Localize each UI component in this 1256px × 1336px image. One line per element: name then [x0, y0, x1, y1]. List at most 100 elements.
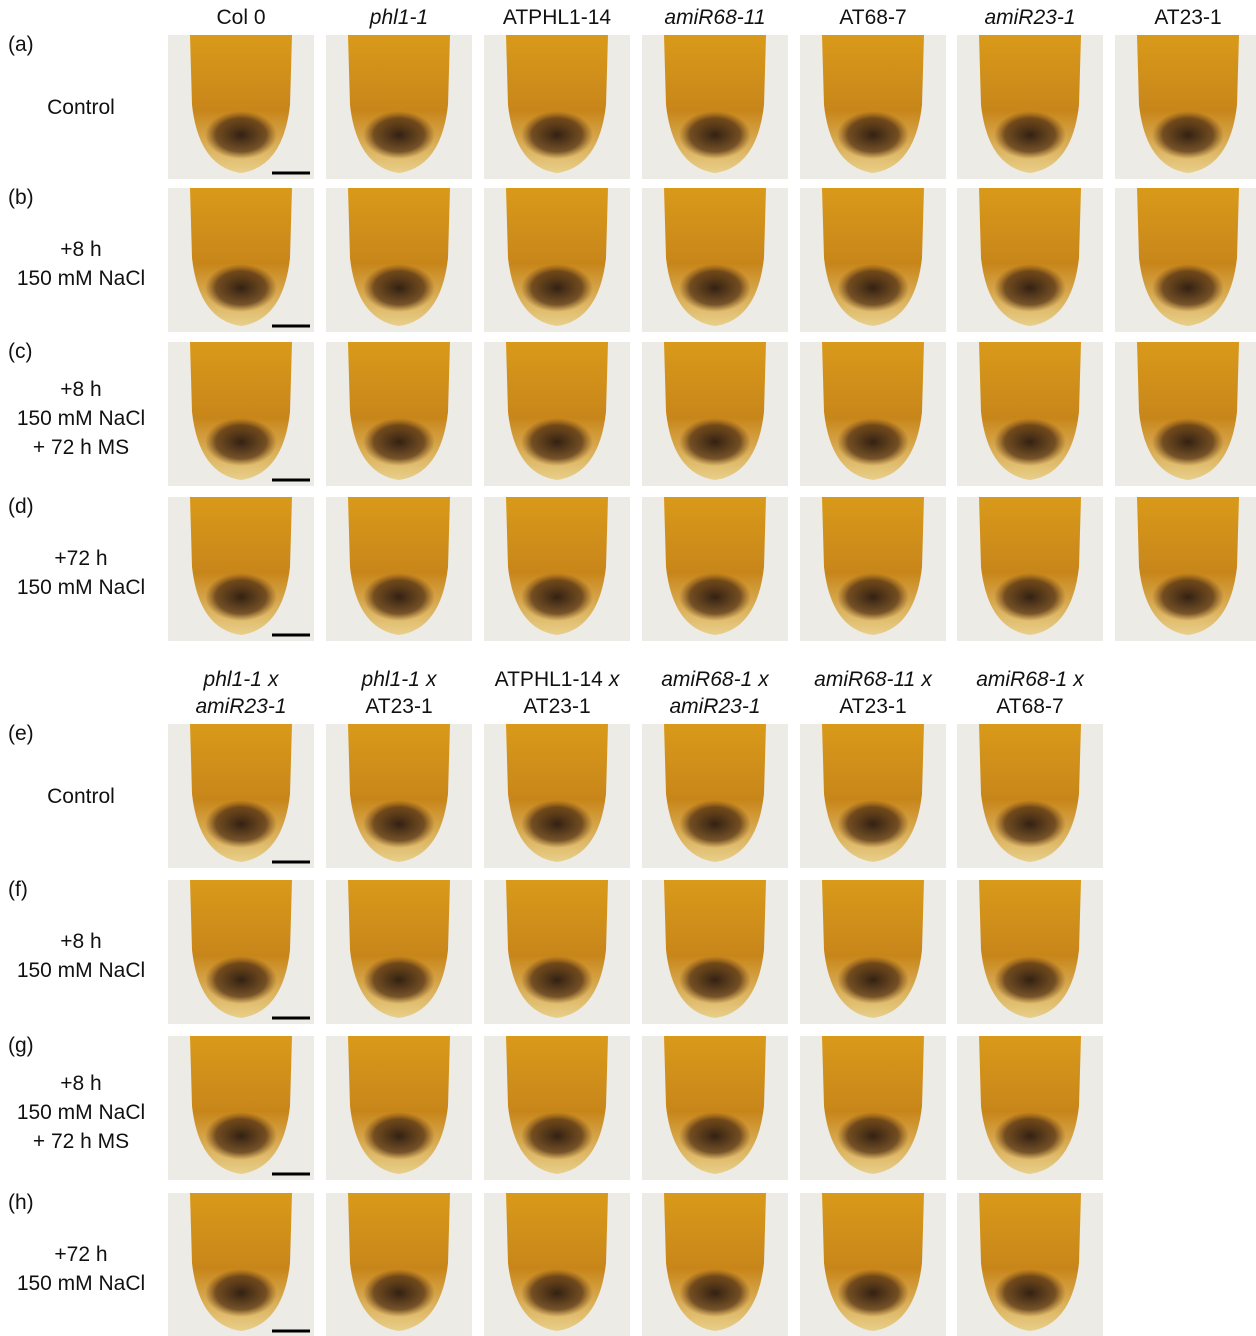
- row-label: (a): [8, 33, 34, 57]
- condition-line: +72 h: [0, 544, 162, 573]
- micrograph: [800, 342, 946, 486]
- micrograph: [800, 35, 946, 179]
- header-line: ATPHL1-14: [477, 4, 637, 31]
- condition-line: 150 mM NaCl: [0, 264, 162, 293]
- micrograph: [800, 1036, 946, 1180]
- micrograph: [1115, 497, 1256, 641]
- column-header: amiR68-1 x AT68-7: [950, 666, 1110, 720]
- condition-line: Control: [0, 782, 162, 811]
- micrograph: [326, 188, 472, 332]
- header-line: AT23-1: [477, 693, 637, 720]
- header-text: ATPHL1-14: [503, 6, 611, 29]
- header-text: AT23-1: [365, 695, 432, 718]
- column-header: phl1-1: [319, 4, 479, 31]
- micrograph: [326, 880, 472, 1024]
- header-text: Col 0: [216, 6, 265, 29]
- micrograph: [168, 188, 314, 332]
- header-text: x: [758, 668, 769, 691]
- header-text: AT23-1: [1154, 6, 1221, 29]
- row-label: (g): [8, 1034, 34, 1058]
- micrograph: [642, 880, 788, 1024]
- header-text: AT23-1: [523, 695, 590, 718]
- row-label: (h): [8, 1191, 34, 1215]
- condition-line: +8 h: [0, 235, 162, 264]
- micrograph: [800, 724, 946, 868]
- micrograph: [168, 342, 314, 486]
- condition-line: 150 mM NaCl: [0, 404, 162, 433]
- header-line: AT23-1: [319, 693, 479, 720]
- column-header: amiR23-1: [950, 4, 1110, 31]
- micrograph: [168, 724, 314, 868]
- micrograph: [957, 1193, 1103, 1336]
- micrograph: [168, 1036, 314, 1180]
- micrograph: [957, 342, 1103, 486]
- header-line: phl1-1: [319, 4, 479, 31]
- micrograph: [326, 1036, 472, 1180]
- header-text: AT68-7: [839, 6, 906, 29]
- row-condition: Control: [0, 93, 162, 122]
- micrograph: [957, 1036, 1103, 1180]
- micrograph: [642, 342, 788, 486]
- micrograph: [957, 724, 1103, 868]
- micrograph: [642, 1036, 788, 1180]
- micrograph: [326, 724, 472, 868]
- micrograph: [484, 342, 630, 486]
- micrograph: [800, 880, 946, 1024]
- header-line: Col 0: [161, 4, 321, 31]
- condition-line: + 72 h MS: [0, 433, 162, 462]
- condition-line: 150 mM NaCl: [0, 956, 162, 985]
- row-label: (b): [8, 186, 34, 210]
- condition-line: 150 mM NaCl: [0, 573, 162, 602]
- micrograph: [800, 497, 946, 641]
- condition-line: + 72 h MS: [0, 1127, 162, 1156]
- header-line: amiR23-1: [950, 4, 1110, 31]
- micrograph: [168, 1193, 314, 1336]
- condition-line: +72 h: [0, 1240, 162, 1269]
- condition-line: Control: [0, 93, 162, 122]
- micrograph: [1115, 35, 1256, 179]
- micrograph: [1115, 342, 1256, 486]
- micrograph: [484, 1036, 630, 1180]
- header-text: amiR23-1: [195, 695, 286, 718]
- header-text: x: [921, 668, 932, 691]
- micrograph: [326, 35, 472, 179]
- header-text: amiR23-1: [669, 695, 760, 718]
- micrograph: [957, 497, 1103, 641]
- header-line: AT23-1: [1108, 4, 1256, 31]
- row-label: (e): [8, 722, 34, 746]
- micrograph: [168, 35, 314, 179]
- figure: Col 0phl1-1ATPHL1-14amiR68-11AT68-7amiR2…: [0, 0, 1256, 1336]
- micrograph: [642, 724, 788, 868]
- header-text: ATPHL1-14: [495, 668, 603, 691]
- header-text: x: [1073, 668, 1084, 691]
- micrograph: [484, 35, 630, 179]
- micrograph: [1115, 188, 1256, 332]
- micrograph: [484, 724, 630, 868]
- header-line: amiR23-1: [635, 693, 795, 720]
- header-text: AT68-7: [996, 695, 1063, 718]
- micrograph: [168, 880, 314, 1024]
- micrograph: [642, 1193, 788, 1336]
- header-text: phl1-1: [370, 6, 428, 29]
- condition-line: +8 h: [0, 927, 162, 956]
- condition-line: +8 h: [0, 1069, 162, 1098]
- micrograph: [326, 497, 472, 641]
- header-line: AT68-7: [950, 693, 1110, 720]
- micrograph: [326, 342, 472, 486]
- header-line: AT68-7: [793, 4, 953, 31]
- header-line: amiR23-1: [161, 693, 321, 720]
- header-text: x: [268, 668, 279, 691]
- header-text: amiR68-1: [976, 668, 1067, 691]
- micrograph: [326, 1193, 472, 1336]
- micrograph: [957, 880, 1103, 1024]
